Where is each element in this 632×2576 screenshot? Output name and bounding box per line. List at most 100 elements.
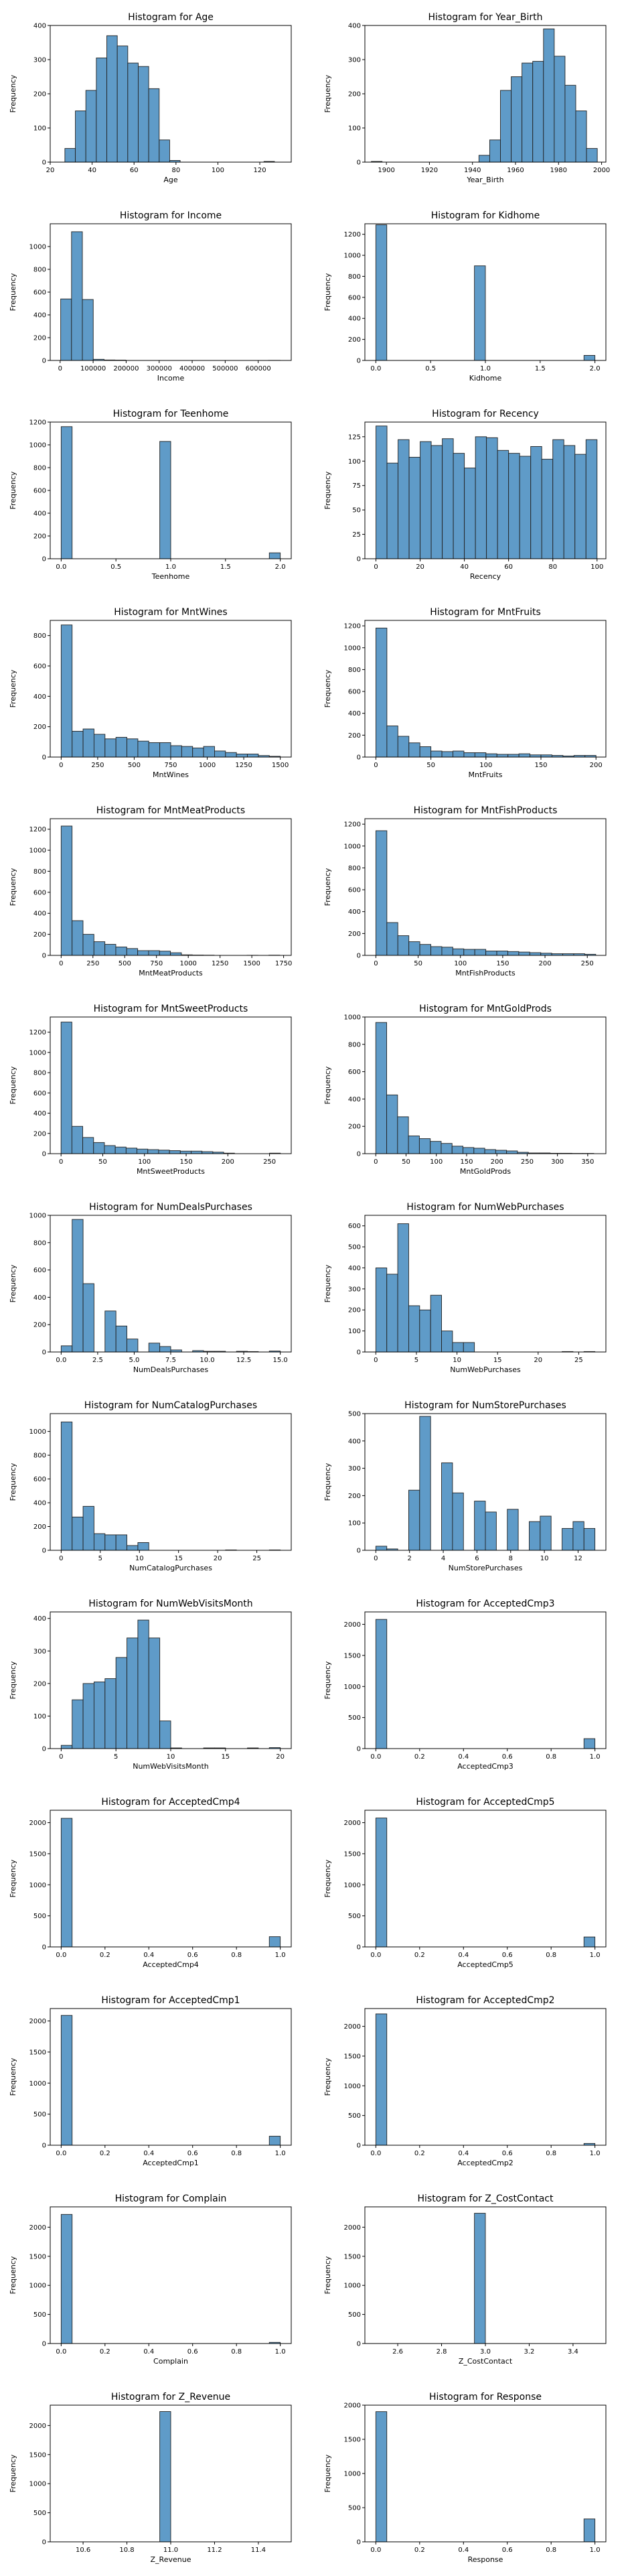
- x-tick-label: 11.0: [163, 2547, 178, 2554]
- x-tick-label: 0.6: [502, 1952, 513, 1959]
- x-tick-label: 0.4: [458, 2150, 469, 2157]
- y-tick-label: 200: [348, 1124, 361, 1131]
- histogram-bar: [563, 445, 576, 559]
- y-tick-label: 500: [348, 2112, 361, 2120]
- histogram-bar: [75, 111, 86, 163]
- histogram-bar: [541, 458, 554, 559]
- histogram-bar: [441, 751, 453, 758]
- histogram-bar: [419, 1416, 431, 1551]
- y-tick-label: 1000: [344, 1882, 361, 1889]
- histogram-bar: [93, 1142, 105, 1154]
- x-axis-label: Teenhome: [151, 572, 190, 581]
- y-tick-label: 400: [348, 23, 361, 30]
- y-axis-label: Frequency: [323, 1264, 332, 1302]
- x-tick-label: 1500: [272, 762, 289, 769]
- histogram-bar: [475, 436, 487, 559]
- y-axis-label: Frequency: [323, 669, 332, 707]
- y-tick-label: 1500: [29, 2451, 46, 2459]
- y-axis-label: Frequency: [9, 1463, 17, 1501]
- x-tick-label: 100: [430, 1158, 443, 1166]
- histogram-bar: [148, 1637, 161, 1749]
- x-tick-label: 0.0: [370, 2150, 381, 2157]
- histogram-bar: [72, 731, 84, 758]
- y-tick-label: 800: [33, 465, 46, 472]
- x-axis-label: Income: [157, 374, 185, 383]
- chart-title: Histogram for Z_Revenue: [111, 2392, 230, 2402]
- histogram-bar: [397, 1223, 409, 1353]
- histogram-bar: [507, 1509, 519, 1551]
- histogram-bar: [519, 456, 532, 559]
- histogram-bar: [564, 84, 576, 163]
- y-tick-label: 600: [348, 689, 361, 696]
- histogram-bar: [104, 738, 116, 758]
- y-tick-label: 2000: [344, 1621, 361, 1629]
- histogram-panel: Histogram for NumDealsPurchases 0.0 2.5 5.0…: [9, 1202, 292, 1374]
- y-tick-label: 1500: [344, 2053, 361, 2060]
- y-tick-label: 0: [357, 1548, 361, 1555]
- y-tick-label: 100: [33, 1713, 46, 1720]
- y-tick-label: 400: [33, 1110, 46, 1117]
- x-axis-label: MntFishProducts: [455, 969, 516, 977]
- x-tick-label: 80: [548, 563, 557, 571]
- histogram-bar: [585, 439, 598, 559]
- histogram-bar: [179, 1150, 191, 1154]
- y-tick-label: 2000: [29, 2018, 46, 2025]
- x-tick-label: 0.0: [370, 365, 381, 372]
- histogram-bar: [268, 552, 281, 559]
- histogram-panel: Histogram for Age 20 40 60 80 100 120 0 100 200 30…: [9, 12, 292, 184]
- axes-frame: [364, 2008, 607, 2146]
- x-tick-label: 1900: [378, 167, 394, 174]
- x-tick-label: 20: [534, 1357, 542, 1364]
- y-tick-label: 500: [348, 1244, 361, 1251]
- x-tick-label: 40: [460, 563, 469, 571]
- y-tick-label: 0: [357, 754, 361, 762]
- y-tick-label: 0: [42, 2539, 46, 2547]
- histogram-bar: [148, 742, 161, 758]
- y-tick-label: 0: [357, 556, 361, 563]
- x-tick-label: 1250: [235, 762, 252, 769]
- chart-title: Histogram for Kidhome: [431, 210, 540, 221]
- histogram-bar: [148, 1343, 161, 1353]
- x-tick-label: 150: [179, 1158, 192, 1166]
- y-tick-label: 200: [33, 335, 46, 342]
- x-tick-label: 2.0: [275, 563, 286, 571]
- x-tick-label: 100000: [80, 365, 106, 372]
- x-axis-label: Z_CostContact: [459, 2357, 513, 2366]
- x-tick-label: 2.6: [392, 2348, 403, 2356]
- x-tick-label: 2.0: [590, 365, 601, 372]
- y-tick-label: 600: [33, 1267, 46, 1274]
- y-tick-label: 0: [42, 556, 46, 563]
- x-axis-label: NumWebVisitsMonth: [133, 1762, 209, 1771]
- y-tick-label: 1000: [29, 442, 46, 450]
- histogram-bar: [126, 948, 139, 956]
- y-tick-label: 1000: [344, 1014, 361, 1022]
- x-tick-label: 50: [414, 960, 422, 967]
- x-tick-label: 60: [130, 167, 139, 174]
- x-tick-label: 0: [59, 1555, 63, 1562]
- x-tick-label: 12.5: [236, 1357, 251, 1364]
- y-tick-label: 2000: [29, 1820, 46, 1827]
- y-axis-label: Frequency: [9, 2256, 17, 2294]
- x-tick-label: 0.4: [143, 2150, 154, 2157]
- histogram-bar: [508, 453, 520, 559]
- histogram-panel: Histogram for Z_CostContact 2.6 2.8 3.0 3.2 3…: [323, 2193, 607, 2366]
- y-axis-label: Frequency: [9, 1859, 17, 1897]
- y-tick-label: 600: [33, 889, 46, 896]
- y-tick-label: 800: [33, 1452, 46, 1460]
- histogram-bar: [474, 949, 487, 956]
- x-tick-label: 0.0: [56, 1952, 66, 1959]
- x-axis-label: MntGoldProds: [460, 1167, 511, 1176]
- y-axis-label: Frequency: [9, 1661, 17, 1699]
- histogram-bar: [463, 752, 475, 758]
- y-tick-label: 0: [357, 2539, 361, 2547]
- x-tick-label: 4: [441, 1555, 445, 1562]
- x-tick-label: 0.4: [458, 2547, 469, 2554]
- y-tick-label: 25: [352, 531, 361, 539]
- x-tick-label: 0: [58, 365, 62, 372]
- y-tick-label: 0: [42, 1151, 46, 1158]
- histogram-panel: Histogram for Income 0 100000 200000 300000 4…: [9, 210, 292, 383]
- y-tick-label: 1500: [29, 1850, 46, 1858]
- x-tick-label: 0.5: [110, 563, 121, 571]
- y-tick-label: 500: [348, 1714, 361, 1722]
